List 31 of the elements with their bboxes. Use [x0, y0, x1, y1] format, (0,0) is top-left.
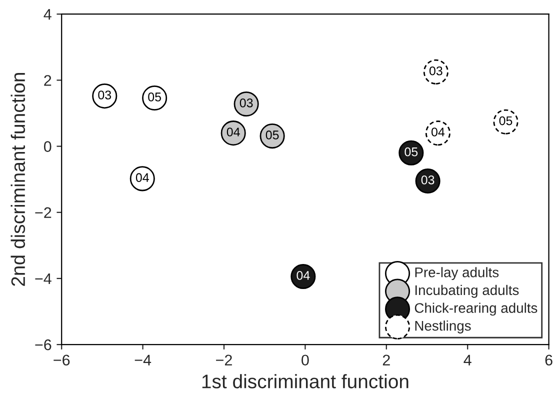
legend-label: Incubating adults: [415, 284, 519, 298]
x-tick-label: −4: [134, 354, 152, 366]
annotation: 04: [296, 270, 310, 280]
y-tick-label: 2: [44, 75, 52, 86]
legend-label: Nestlings: [415, 320, 471, 334]
annotation: 05: [266, 130, 279, 140]
y-tick-label: −2: [35, 207, 52, 218]
x-tick-label: 2: [382, 354, 390, 366]
x-tick-label: −6: [54, 354, 70, 366]
annotation: 05: [148, 92, 161, 102]
x-tick-label: 4: [464, 354, 472, 366]
x-tick-label: 0: [302, 354, 309, 366]
annotation: 03: [240, 98, 253, 108]
x-axis-title: 1st discriminant function: [202, 374, 408, 388]
annotation: 03: [98, 90, 112, 100]
x-tick-label: −2: [216, 354, 232, 366]
annotation: 04: [136, 173, 149, 182]
y-axis-title: 2nd discriminant function: [10, 73, 26, 286]
y-tick-label: 0: [44, 141, 52, 152]
y-tick-label: −6: [35, 339, 52, 350]
y-tick-label: −4: [35, 274, 52, 284]
annotation: 04: [432, 128, 445, 136]
annotation: 03: [429, 66, 442, 76]
annotation: 05: [404, 147, 418, 156]
y-tick-label: 4: [44, 9, 52, 20]
x-tick-label: 6: [545, 354, 552, 366]
legend-label: Chick-rearing adults: [414, 302, 538, 316]
annotation: 04: [226, 128, 240, 136]
legend-label: Pre-lay adults: [415, 267, 499, 280]
annotation: 05: [499, 116, 512, 126]
annotation: 03: [421, 175, 434, 184]
